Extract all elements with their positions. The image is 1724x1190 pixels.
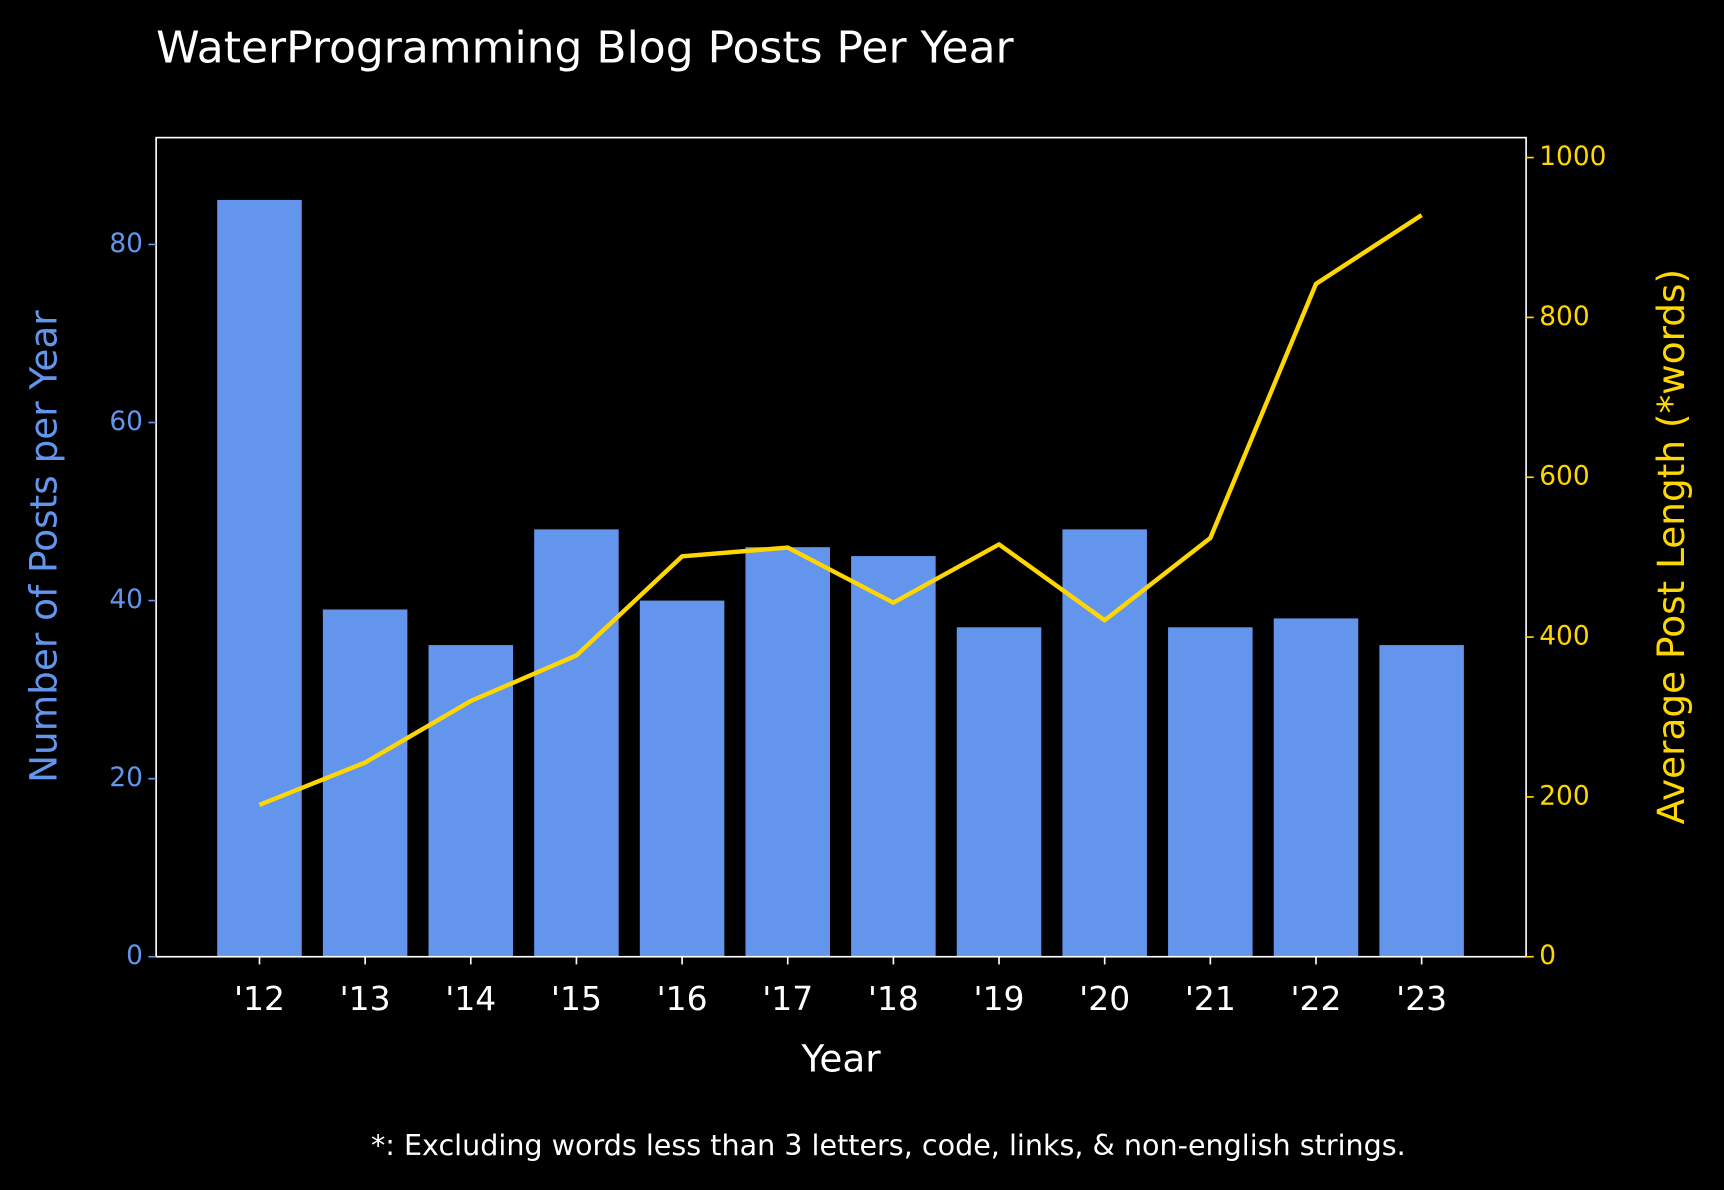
y2-axis-label: Average Post Length (*words) bbox=[1649, 269, 1693, 824]
y2-tick-label: 0 bbox=[1539, 941, 1556, 971]
x-axis-label: Year bbox=[801, 1037, 882, 1081]
line bbox=[258, 213, 1423, 807]
plot-frame bbox=[155, 136, 1527, 958]
x-tick-label: '12 bbox=[234, 979, 285, 1018]
y-tick-label: 60 bbox=[109, 407, 143, 437]
y2-tick-label: 800 bbox=[1539, 302, 1589, 332]
x-tick-label: '16 bbox=[657, 979, 708, 1018]
x-tick-label: '22 bbox=[1290, 979, 1341, 1018]
y-tick-label: 20 bbox=[109, 763, 143, 793]
x-tick-label: '14 bbox=[445, 979, 496, 1018]
bar bbox=[956, 627, 1042, 957]
bar bbox=[1062, 529, 1147, 957]
y2-tick-label: 200 bbox=[1539, 781, 1589, 811]
x-tick-label: '17 bbox=[762, 979, 813, 1018]
bar bbox=[1379, 645, 1464, 957]
bar bbox=[217, 199, 302, 957]
bar bbox=[428, 645, 514, 957]
y-tick-label: 0 bbox=[126, 941, 143, 971]
y-tick-label: 40 bbox=[109, 585, 143, 615]
chart-title: WaterProgramming Blog Posts Per Year bbox=[156, 23, 1014, 74]
x-tick-label: '15 bbox=[551, 979, 602, 1018]
x-tick-label: '19 bbox=[974, 979, 1025, 1018]
y2-tick-label: 600 bbox=[1539, 462, 1589, 492]
bar bbox=[1168, 627, 1253, 957]
bar bbox=[1273, 618, 1359, 957]
footnote: *: Excluding words less than 3 letters, … bbox=[371, 1128, 1406, 1162]
y2-tick-label: 1000 bbox=[1539, 142, 1606, 172]
bar bbox=[534, 529, 619, 957]
bar bbox=[639, 600, 725, 957]
x-tick-label: '21 bbox=[1185, 979, 1236, 1018]
y-axis-label: Number of Posts per Year bbox=[22, 310, 66, 783]
bar bbox=[322, 609, 408, 957]
bar bbox=[745, 547, 830, 957]
y-tick-label: 80 bbox=[109, 229, 143, 259]
x-tick-label: '18 bbox=[868, 979, 919, 1018]
y2-tick-label: 400 bbox=[1539, 622, 1589, 652]
x-tick-label: '20 bbox=[1079, 979, 1130, 1018]
x-tick-label: '23 bbox=[1396, 979, 1447, 1018]
bar bbox=[851, 556, 936, 957]
x-tick-label: '13 bbox=[340, 979, 391, 1018]
